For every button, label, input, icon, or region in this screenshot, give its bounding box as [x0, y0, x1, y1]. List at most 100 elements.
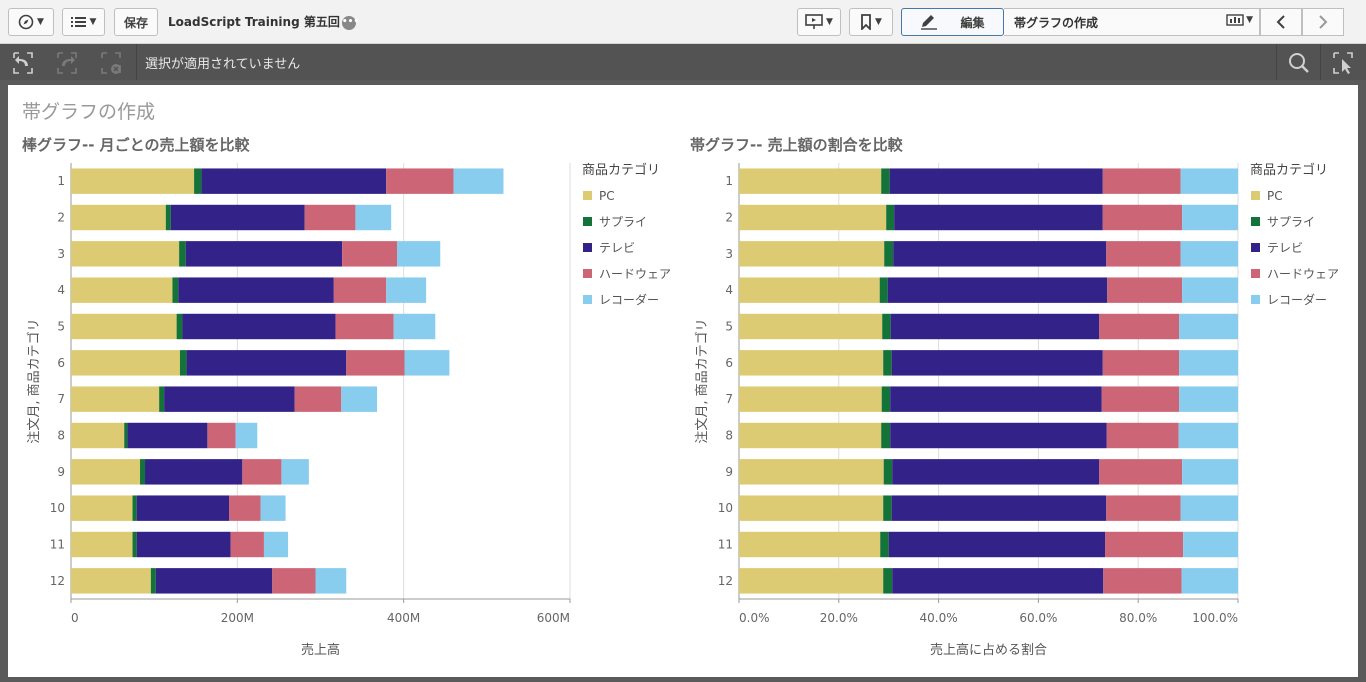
bar-segment: [1179, 350, 1238, 376]
x-tick-label: 0: [71, 611, 79, 625]
next-sheet-button[interactable]: [1302, 8, 1344, 36]
sheet-selector[interactable]: 帯グラフの作成 ▼: [1004, 8, 1260, 36]
bar-segment: [894, 204, 1103, 231]
y-tick-label: 9: [725, 465, 733, 479]
y-tick-label: 11: [50, 538, 65, 552]
bar-segment: [71, 313, 177, 340]
bar-segment: [263, 531, 289, 558]
bar-segment: [739, 531, 881, 558]
chart1-title: 棒グラフ-- 月ごとの売上額を比較: [22, 136, 250, 154]
global-menu-button[interactable]: ▼: [62, 8, 105, 36]
previous-sheet-button[interactable]: [1260, 8, 1302, 36]
bar-segment: [1103, 568, 1182, 594]
save-button[interactable]: 保存: [114, 8, 158, 36]
app-title-text: LoadScript Training 第五回: [168, 15, 340, 29]
chevron-right-icon: [1319, 15, 1328, 29]
y-tick-label: 11: [718, 538, 733, 552]
bar-segment: [739, 350, 884, 376]
selections-bar: 選択が適用されていません: [0, 44, 1366, 80]
y-tick-label: 8: [57, 429, 65, 443]
bar-segment: [739, 277, 880, 303]
y-tick-label: 3: [725, 247, 733, 261]
bar-segment: [182, 313, 336, 340]
bar-segment: [172, 277, 179, 303]
more-icon[interactable]: •••: [341, 15, 359, 30]
step-back-button[interactable]: [10, 50, 36, 76]
bar-segment: [155, 568, 273, 594]
y-tick-label: 5: [725, 320, 733, 334]
y-tick-label: 5: [57, 320, 65, 334]
y-tick-label: 6: [725, 356, 733, 370]
bar-segment: [230, 531, 264, 558]
search-icon: [1289, 53, 1309, 73]
y-axis-title: 注文月, 商品カテゴリ: [694, 318, 710, 443]
bar-segment: [881, 422, 891, 449]
divider: [1276, 44, 1277, 80]
bar-segment: [739, 241, 885, 267]
bar-segment: [140, 459, 146, 485]
bookmark-button[interactable]: ▼: [849, 8, 893, 36]
navigation-menu-button[interactable]: ▼: [8, 8, 54, 36]
y-tick-label: 9: [57, 465, 65, 479]
bar-segment: [355, 204, 392, 231]
bar-segment: [132, 495, 137, 521]
legend-swatch: [1251, 243, 1260, 252]
divider: [1320, 44, 1321, 80]
y-tick-label: 3: [57, 247, 65, 261]
bar-segment: [71, 241, 180, 267]
bar-segment: [178, 277, 334, 303]
bar-segment: [1102, 204, 1183, 231]
sheet-name: 帯グラフの作成: [1014, 16, 1099, 30]
bar-segment: [386, 168, 454, 194]
compass-icon: [18, 14, 34, 30]
bar-segment: [342, 241, 398, 267]
bar-segment: [165, 204, 171, 231]
sheet-list-button[interactable]: ▼: [1226, 13, 1253, 27]
sheet-canvas: 帯グラフの作成 棒グラフ-- 月ごとの売上額を比較 帯グラフ-- 売上額の割合を…: [8, 85, 1358, 677]
bar-segment: [1101, 386, 1180, 412]
bar-segment: [1106, 241, 1181, 267]
bar-segment: [739, 386, 882, 412]
step-forward-button[interactable]: [54, 50, 80, 76]
bar-segment: [891, 495, 1107, 521]
bar-segment: [272, 568, 316, 594]
legend-swatch: [583, 243, 592, 252]
bar-segment: [229, 495, 261, 521]
bar-segment: [889, 168, 1103, 194]
legend-title: 商品カテゴリ: [1250, 162, 1328, 178]
sheets-icon: [1226, 14, 1244, 26]
bar-segment: [170, 204, 305, 231]
story-button[interactable]: ▼: [797, 8, 841, 36]
band-chart-sales-ratio[interactable]: 0.0% 20.0% 40.0% 60.0% 80.0% 100.0%1234567891…: [676, 85, 1358, 677]
y-tick-label: 10: [718, 501, 733, 515]
search-button[interactable]: [1286, 50, 1312, 76]
x-tick-label: 0.0%: [739, 611, 770, 625]
bar-segment: [1182, 204, 1238, 231]
clear-all-button[interactable]: [98, 50, 124, 76]
bar-segment: [132, 531, 137, 558]
bar-segment: [886, 204, 895, 231]
bar-segment: [179, 241, 186, 267]
bar-segment: [1180, 241, 1238, 267]
bar-segment: [176, 313, 183, 340]
bar-segment: [739, 568, 884, 594]
bar-segment: [888, 531, 1106, 558]
bar-segment: [235, 422, 258, 449]
bar-segment: [159, 386, 165, 412]
bar-segment: [883, 350, 892, 376]
legend-swatch: [1251, 269, 1260, 278]
bar-segment: [880, 531, 889, 558]
bar-segment: [393, 313, 436, 340]
edit-button[interactable]: 編集: [901, 8, 1004, 36]
bar-segment: [124, 422, 128, 449]
selections-tool-button[interactable]: [1330, 50, 1356, 76]
bar-segment: [739, 459, 884, 485]
bar-segment: [341, 386, 378, 412]
bar-segment: [739, 168, 882, 194]
bar-segment: [883, 568, 893, 594]
x-tick-label: 100.0%: [1192, 611, 1238, 625]
bar-segment: [1105, 531, 1184, 558]
chevron-down-icon: ▼: [875, 17, 882, 27]
bar-segment: [71, 568, 151, 594]
